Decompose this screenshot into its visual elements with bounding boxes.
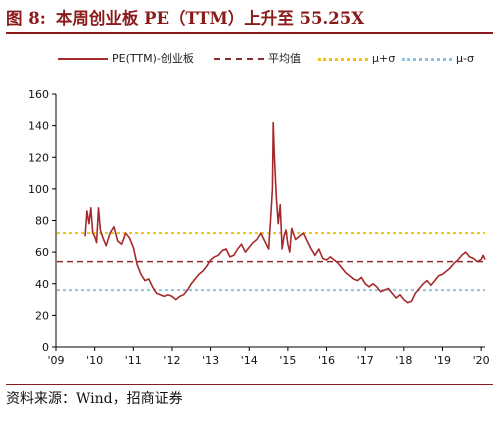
legend-swatch-mean (214, 58, 264, 60)
legend-swatch-minus-sigma (402, 58, 452, 61)
pe-line-chart: 0 20 40 60 80 100 120 140 160 '09 '10 '11 '12 '13 '14 '… (28, 88, 490, 367)
legend-label-minus-sigma: μ-σ (456, 52, 474, 65)
y-tick-label: 0 (42, 341, 49, 354)
legend-swatch-pe (58, 58, 108, 60)
x-tick-label: '13 (202, 354, 219, 367)
legend-label-plus-sigma: μ+σ (372, 52, 396, 65)
figure-title: 图 8: 本周创业板 PE（TTM）上升至 55.25X (6, 6, 493, 34)
x-tick-label: '14 (241, 354, 258, 367)
x-tick-label: '17 (357, 354, 374, 367)
x-tick-label: '18 (395, 354, 412, 367)
legend-label-pe: PE(TTM)-创业板 (112, 52, 194, 65)
legend-label-mean: 平均值 (268, 52, 301, 65)
pe-series-line (84, 121, 486, 304)
x-tick-label: '09 (47, 354, 64, 367)
source-note: 资料来源：Wind，招商证券 (6, 384, 493, 413)
x-tick-label: '10 (86, 354, 103, 367)
y-tick-label: 80 (35, 215, 49, 228)
x-tick-label: '16 (318, 354, 335, 367)
figure-number: 图 8: (6, 9, 46, 28)
x-tick-label: '11 (125, 354, 142, 367)
y-tick-label: 140 (28, 120, 49, 133)
y-tick-label: 60 (35, 246, 49, 259)
y-tick-label: 120 (28, 151, 49, 164)
chart-legend: PE(TTM)-创业板 平均值 μ+σ μ-σ (0, 49, 499, 69)
y-tick-label: 160 (28, 88, 49, 101)
x-tick-label: '20 (473, 354, 490, 367)
x-tick-label: '15 (279, 354, 296, 367)
legend-swatch-plus-sigma (318, 58, 368, 61)
x-tick-label: '12 (163, 354, 180, 367)
y-tick-label: 100 (28, 183, 49, 196)
x-tick-label: '19 (434, 354, 451, 367)
figure-title-text: 本周创业板 PE（TTM）上升至 55.25X (55, 9, 365, 28)
y-tick-label: 40 (35, 278, 49, 291)
y-tick-label: 20 (35, 309, 49, 322)
